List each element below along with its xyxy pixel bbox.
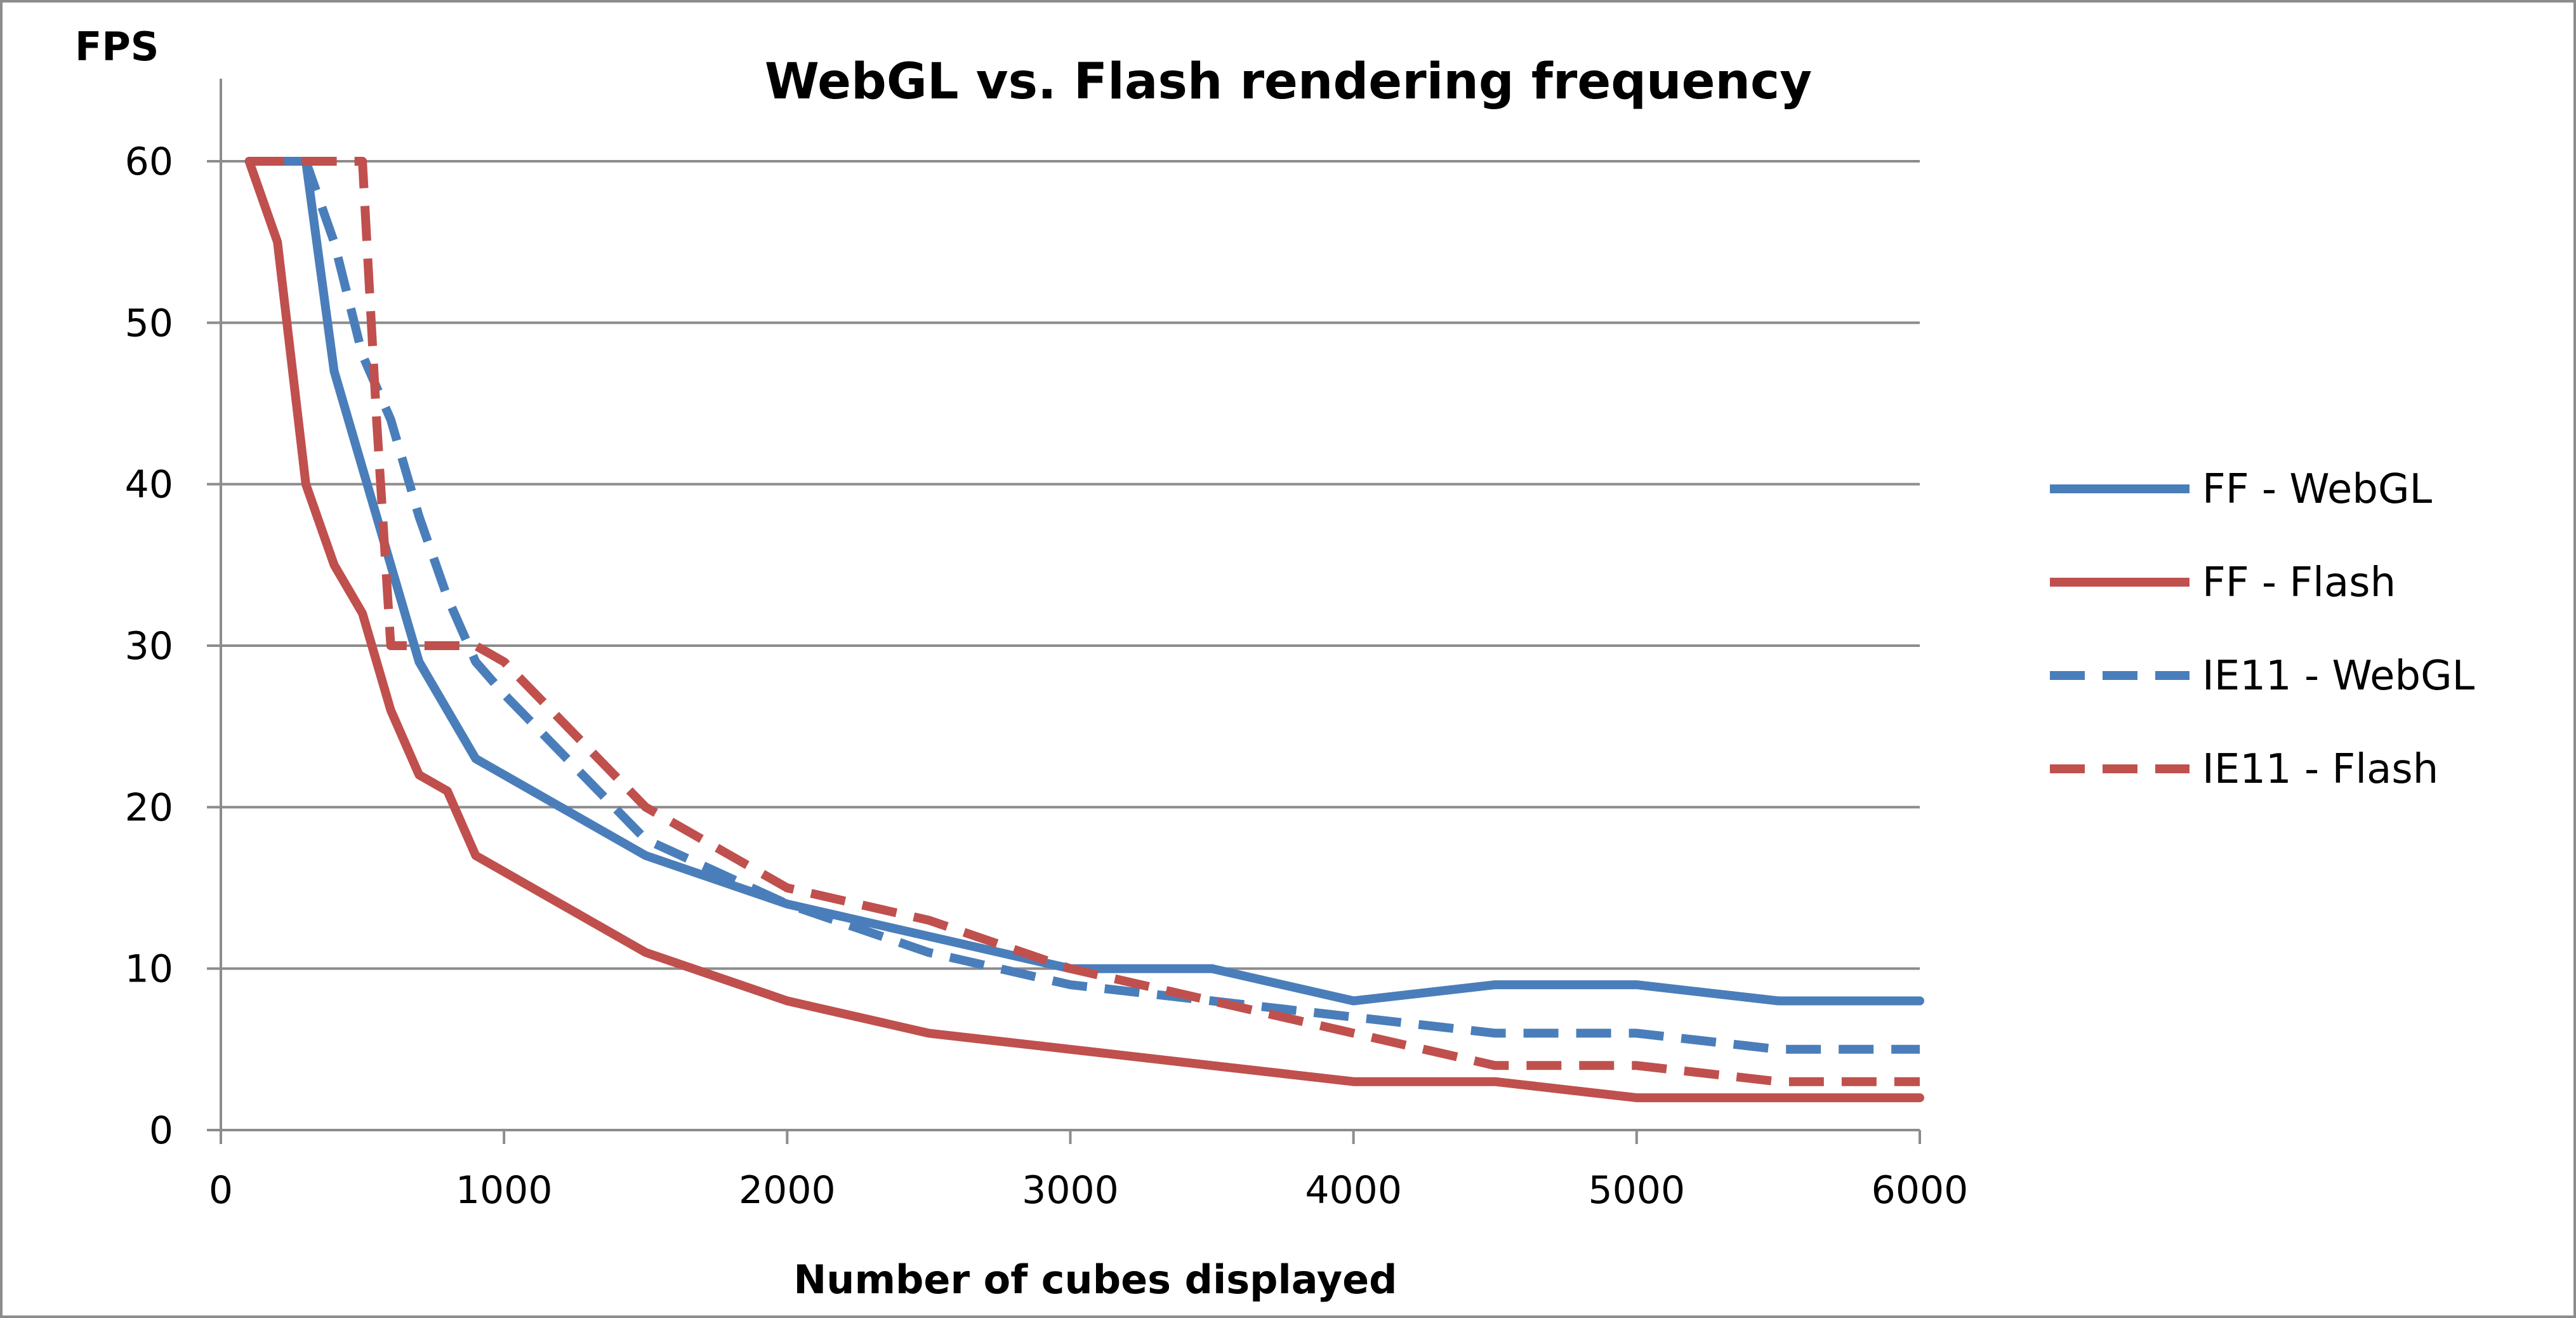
y-tick-label-30: 30 — [125, 624, 173, 669]
gridlines — [207, 160, 1920, 970]
x-tick-label-4000: 4000 — [1305, 1168, 1402, 1213]
series-line-ie11-flash — [249, 157, 1920, 1086]
legend-label-ff-flash: FF - Flash — [2202, 559, 2396, 606]
x-tick-label-2000: 2000 — [739, 1168, 836, 1213]
tick-labels: 0 10 20 30 40 50 60 0 1000 2000 3000 4000 5000 6000 — [125, 140, 1969, 1213]
x-tick-label-3000: 3000 — [1022, 1168, 1119, 1213]
x-tick-label-5000: 5000 — [1588, 1168, 1685, 1213]
x-tick-label-6000: 6000 — [1872, 1168, 1969, 1213]
series-lines — [244, 157, 1924, 1103]
y-tick-label-10: 10 — [125, 947, 173, 992]
y-tick-label-60: 60 — [125, 140, 173, 184]
axes — [207, 79, 1921, 1144]
legend-label-ff-webgl: FF - WebGL — [2202, 466, 2433, 513]
legend-label-ie11-flash: IE11 - Flash — [2202, 746, 2438, 793]
legend-label-ie11-webgl: IE11 - WebGL — [2202, 653, 2475, 700]
y-tick-label-40: 40 — [125, 463, 173, 507]
y-tick-label-50: 50 — [125, 301, 173, 345]
y-axis-label: FPS — [75, 23, 159, 70]
y-tick-label-0: 0 — [149, 1108, 173, 1153]
y-tick-label-20: 20 — [125, 785, 173, 830]
chart-title: WebGL vs. Flash rendering frequency — [765, 53, 1812, 110]
x-tick-label-0: 0 — [209, 1168, 233, 1213]
x-axis-label: Number of cubes displayed — [793, 1256, 1397, 1303]
series-line-ff-flash — [244, 157, 1924, 1103]
x-tick-label-1000: 1000 — [456, 1168, 553, 1213]
series-line-ie11-webgl — [249, 157, 1920, 1054]
legend: FF - WebGL FF - Flash IE11 - WebGL IE11 - F… — [2050, 466, 2475, 793]
series-line-ff-webgl — [244, 157, 1924, 1006]
